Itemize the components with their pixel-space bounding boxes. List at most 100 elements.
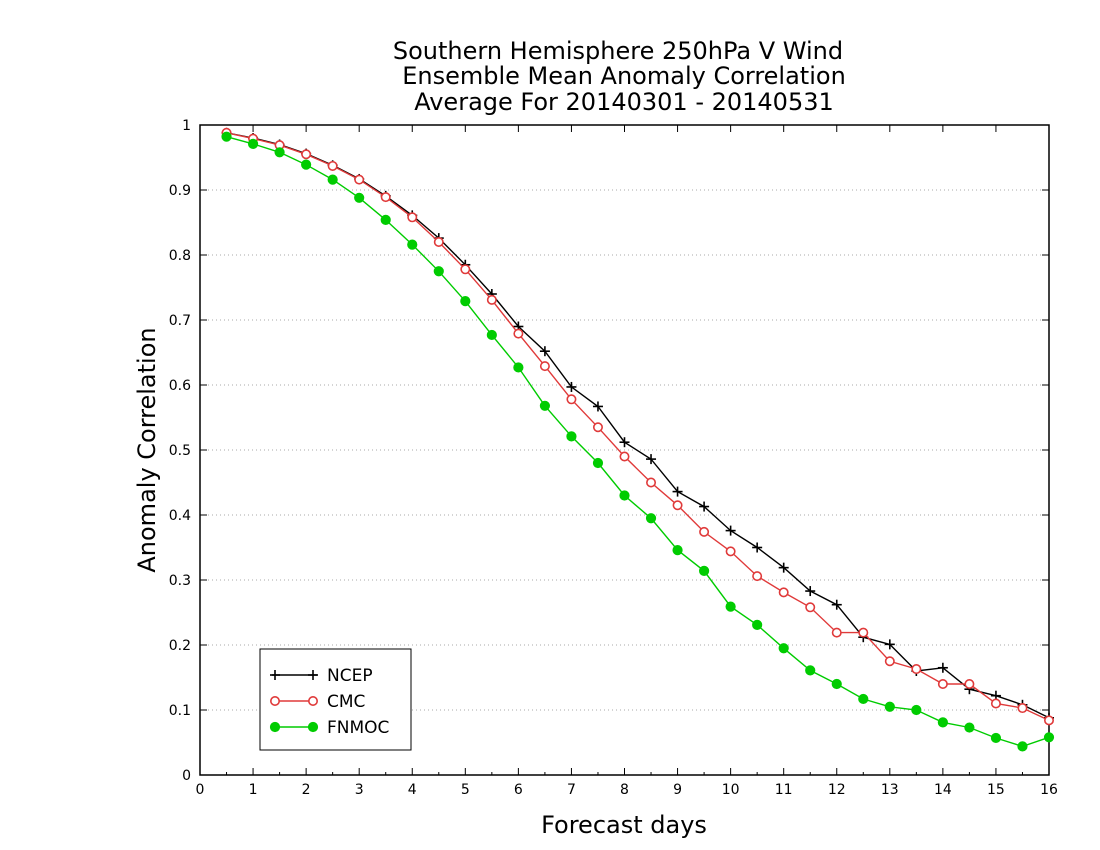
x-tick-label: 2	[302, 782, 311, 798]
x-tick-label: 5	[461, 782, 470, 798]
point-marker	[269, 721, 281, 733]
point-marker	[247, 138, 259, 149]
point-marker	[221, 131, 232, 142]
point-marker	[725, 546, 736, 557]
point-marker	[269, 695, 280, 706]
x-tick-label: 11	[775, 782, 793, 798]
legend-label: CMC	[327, 692, 365, 712]
x-tick-label: 7	[567, 782, 576, 798]
point-marker	[672, 545, 683, 556]
point-marker	[486, 294, 497, 305]
point-marker	[592, 422, 603, 433]
point-marker	[307, 721, 319, 733]
x-tick-label: 9	[673, 782, 682, 798]
series-line	[226, 132, 1050, 719]
point-marker	[307, 695, 318, 706]
point-marker	[884, 701, 895, 712]
point-marker	[460, 296, 471, 307]
series-ncep	[221, 127, 1054, 723]
point-marker	[513, 362, 524, 373]
point-marker	[937, 717, 948, 728]
point-marker	[964, 722, 975, 733]
y-tick-label: 1	[182, 118, 191, 134]
point-marker	[460, 264, 471, 275]
legend-item-ncep: NCEP	[270, 666, 373, 686]
x-tick-label: 12	[828, 782, 846, 798]
point-marker	[805, 665, 816, 676]
point-marker	[831, 627, 842, 638]
y-tick-label: 0	[182, 768, 191, 784]
series-lines	[221, 127, 1055, 752]
point-marker	[752, 571, 763, 582]
y-tick-label: 0.4	[169, 508, 191, 524]
point-marker	[672, 500, 683, 511]
point-marker	[1044, 715, 1055, 726]
point-marker	[646, 477, 657, 488]
legend-item-fnmoc: FNMOC	[269, 718, 389, 738]
point-marker	[911, 664, 922, 675]
point-marker	[380, 214, 391, 225]
point-marker	[990, 732, 1002, 744]
point-marker	[327, 174, 338, 185]
point-marker	[513, 328, 524, 339]
legend-items: NCEP CMC FNMOC	[269, 666, 389, 738]
x-tick-label: 4	[408, 782, 417, 798]
point-marker	[301, 159, 312, 170]
y-tick-label: 0.5	[169, 443, 191, 459]
point-marker	[407, 239, 418, 250]
series-fnmoc	[221, 131, 1055, 752]
x-tick-label: 3	[355, 782, 364, 798]
point-marker	[619, 490, 630, 501]
point-marker	[725, 601, 736, 612]
point-marker	[645, 513, 657, 524]
x-tick-label: 13	[881, 782, 899, 798]
x-tick-label: 0	[196, 782, 205, 798]
title-line-2: Ensemble Mean Anomaly Correlation	[402, 62, 846, 90]
point-marker	[327, 160, 338, 171]
point-marker	[884, 656, 895, 667]
legend-box	[259, 648, 412, 751]
point-marker	[778, 587, 789, 598]
point-marker	[858, 627, 869, 638]
point-marker	[539, 361, 550, 372]
title-line-3: Average For 20140301 - 20140531	[414, 88, 834, 116]
y-tick-label: 0.1	[169, 703, 191, 719]
x-tick-label: 14	[934, 782, 952, 798]
title-line-1: Southern Hemisphere 250hPa V Wind	[393, 37, 843, 65]
point-marker	[486, 329, 497, 341]
legend: NCEP CMC FNMOC	[259, 648, 412, 751]
y-tick-label: 0.3	[169, 573, 191, 589]
x-tick-label: 6	[514, 782, 523, 798]
point-marker	[937, 678, 948, 689]
y-axis-ticks: 0 0.1 0.2 0.3 0.4 0.5 0.6 0.7 0.8 0.9 1	[169, 118, 1049, 784]
point-marker	[752, 619, 763, 630]
point-marker	[433, 237, 444, 248]
x-tick-label: 1	[249, 782, 258, 798]
point-marker	[805, 602, 816, 613]
y-tick-label: 0.9	[169, 183, 191, 199]
point-marker	[380, 192, 391, 203]
point-marker	[619, 451, 630, 462]
point-marker	[566, 431, 577, 442]
point-marker	[831, 678, 842, 690]
legend-label: FNMOC	[327, 718, 389, 738]
y-tick-label: 0.2	[169, 638, 191, 654]
series-line	[226, 132, 1050, 722]
series-cmc	[221, 127, 1055, 726]
point-marker	[407, 212, 418, 223]
chart-title: Southern Hemisphere 250hPa V Wind Ensemb…	[393, 37, 846, 116]
point-marker	[566, 394, 577, 405]
point-marker	[433, 266, 444, 277]
point-marker	[699, 526, 710, 537]
point-marker	[354, 174, 365, 185]
y-tick-label: 0.6	[169, 378, 191, 394]
legend-label: NCEP	[327, 666, 373, 686]
point-marker	[1017, 703, 1028, 714]
point-marker	[698, 565, 710, 577]
y-axis-label: Anomaly Correlation	[133, 327, 161, 572]
x-tick-label: 16	[1040, 782, 1058, 798]
legend-item-cmc: CMC	[269, 692, 365, 712]
x-tick-label: 8	[620, 782, 629, 798]
